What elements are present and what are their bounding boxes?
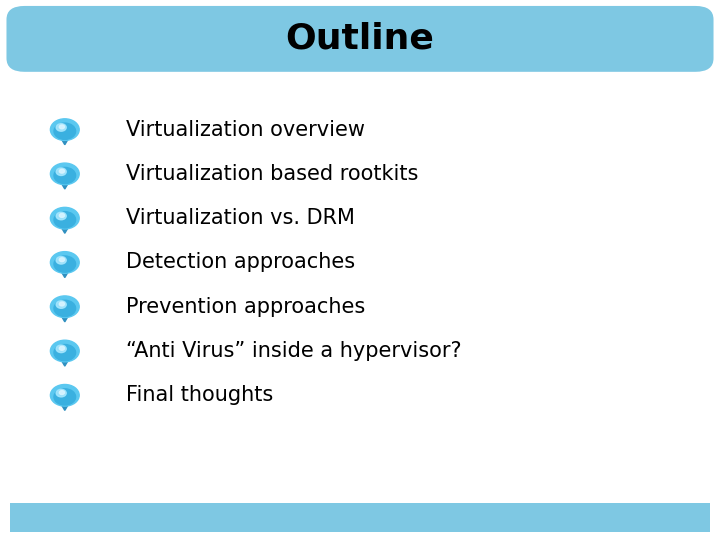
- Circle shape: [54, 167, 76, 184]
- Polygon shape: [59, 135, 71, 145]
- Text: Outline: Outline: [286, 22, 434, 56]
- FancyBboxPatch shape: [6, 6, 714, 72]
- Circle shape: [54, 389, 76, 405]
- Circle shape: [56, 124, 66, 131]
- Circle shape: [56, 389, 66, 397]
- Polygon shape: [59, 312, 71, 322]
- Circle shape: [54, 123, 76, 139]
- Text: Final thoughts: Final thoughts: [126, 385, 274, 406]
- Circle shape: [54, 212, 76, 228]
- Circle shape: [56, 212, 66, 220]
- Circle shape: [50, 119, 79, 140]
- Polygon shape: [59, 401, 71, 410]
- Polygon shape: [59, 224, 71, 233]
- Circle shape: [59, 302, 65, 306]
- Polygon shape: [59, 268, 71, 278]
- Circle shape: [59, 125, 65, 129]
- Circle shape: [56, 301, 66, 308]
- Circle shape: [56, 168, 66, 176]
- Circle shape: [59, 169, 65, 173]
- Circle shape: [54, 256, 76, 272]
- Circle shape: [54, 345, 76, 361]
- Circle shape: [55, 169, 74, 183]
- Text: Virtualization overview: Virtualization overview: [126, 119, 365, 140]
- Circle shape: [55, 258, 74, 272]
- Polygon shape: [59, 179, 71, 189]
- Text: Prevention approaches: Prevention approaches: [126, 296, 365, 317]
- Circle shape: [54, 300, 76, 316]
- Circle shape: [59, 346, 65, 350]
- Circle shape: [56, 345, 66, 353]
- Circle shape: [59, 213, 65, 218]
- Circle shape: [55, 390, 74, 404]
- Circle shape: [50, 384, 79, 406]
- Text: Virtualization based rootkits: Virtualization based rootkits: [126, 164, 418, 184]
- Circle shape: [59, 390, 65, 395]
- Circle shape: [50, 340, 79, 362]
- Circle shape: [50, 252, 79, 273]
- Polygon shape: [59, 356, 71, 366]
- Text: “Anti Virus” inside a hypervisor?: “Anti Virus” inside a hypervisor?: [126, 341, 462, 361]
- Circle shape: [50, 296, 79, 318]
- FancyBboxPatch shape: [10, 503, 710, 532]
- Circle shape: [59, 258, 65, 262]
- Circle shape: [55, 302, 74, 316]
- Circle shape: [55, 213, 74, 227]
- Text: Virtualization vs. DRM: Virtualization vs. DRM: [126, 208, 355, 228]
- Circle shape: [55, 125, 74, 139]
- Circle shape: [56, 256, 66, 264]
- Circle shape: [55, 346, 74, 360]
- Circle shape: [50, 163, 79, 185]
- Circle shape: [50, 207, 79, 229]
- Text: Detection approaches: Detection approaches: [126, 252, 355, 273]
